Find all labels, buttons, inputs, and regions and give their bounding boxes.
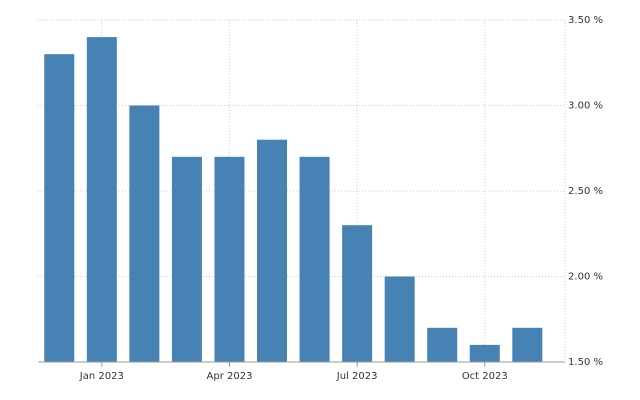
bar (299, 156, 330, 362)
x-tick-label: Jul 2023 (336, 371, 378, 382)
bar (427, 327, 458, 362)
bar (44, 54, 75, 362)
bar (171, 156, 202, 362)
bar (384, 276, 415, 362)
x-tick-label: Apr 2023 (207, 371, 253, 382)
bar (214, 156, 245, 362)
bar (86, 37, 117, 362)
y-tick-label: 1.50 % (568, 357, 603, 368)
bar (342, 225, 373, 362)
x-tick-label: Jan 2023 (79, 371, 124, 382)
y-tick-label: 2.00 % (568, 272, 603, 283)
x-tick-label: Oct 2023 (462, 371, 508, 382)
y-tick-label: 3.50 % (568, 15, 603, 26)
bar (257, 139, 288, 362)
bar (129, 105, 160, 362)
bar (469, 344, 500, 362)
y-tick-label: 3.00 % (568, 101, 603, 112)
y-tick-label: 2.50 % (568, 186, 603, 197)
bar (512, 327, 543, 362)
